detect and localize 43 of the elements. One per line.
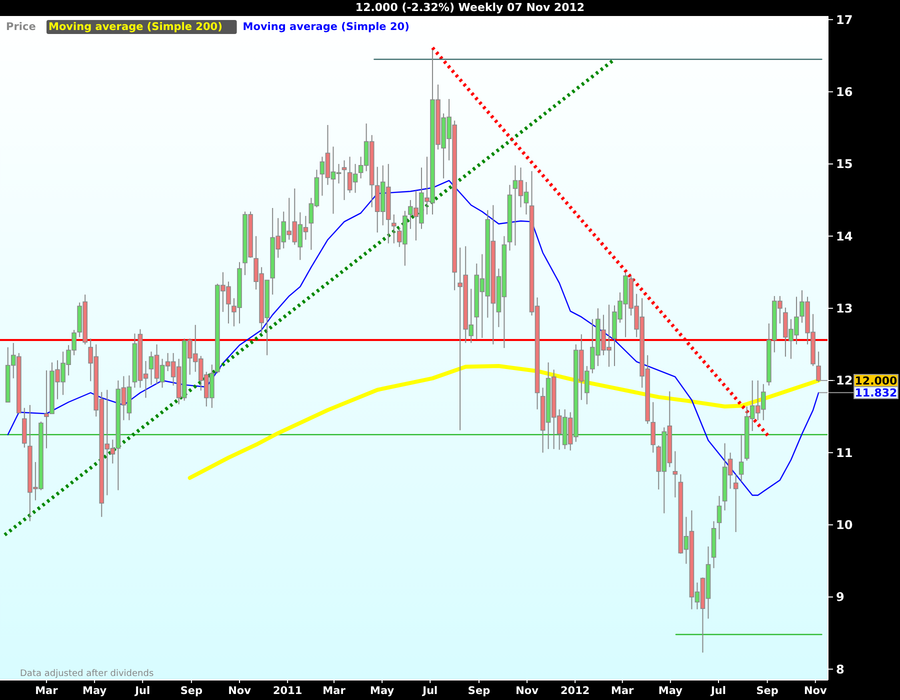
line-series bbox=[188, 364, 821, 480]
x-tick-label: Jul bbox=[422, 685, 438, 697]
y-tick-label: 14 bbox=[836, 229, 853, 244]
y-tick-label: 17 bbox=[836, 12, 853, 27]
candlestick bbox=[738, 434, 744, 482]
x-tick-label: Mar bbox=[322, 685, 346, 697]
chart-title: 12.000 (-2.32%) Weekly 07 Nov 2012 bbox=[355, 1, 585, 14]
y-tick-label: 13 bbox=[836, 302, 853, 316]
candlestick bbox=[342, 160, 347, 201]
x-tick-label: Nov bbox=[516, 685, 539, 697]
x-tick-label: Jul bbox=[710, 685, 726, 697]
annotation: 11.832 bbox=[854, 386, 898, 400]
y-tick-label: 11 bbox=[836, 446, 853, 460]
x-tick-label: May bbox=[658, 685, 683, 697]
candlestick bbox=[672, 450, 678, 498]
y-tick-label: 10 bbox=[836, 518, 853, 532]
x-tick-label: Sep bbox=[180, 685, 204, 697]
x-tick-label: Nov bbox=[228, 685, 252, 697]
x-tick-label: May bbox=[370, 685, 394, 697]
y-tick-label: 9 bbox=[836, 590, 844, 604]
candlestick bbox=[650, 402, 656, 454]
text: Moving average (Simple 20) bbox=[242, 21, 410, 33]
x-tick-label: Sep bbox=[468, 685, 491, 697]
x-tick-label: Mar bbox=[611, 685, 635, 697]
candlestick bbox=[733, 474, 738, 533]
x-tick-label: 2012 bbox=[560, 685, 590, 697]
candlestick bbox=[716, 495, 722, 540]
text: Price bbox=[6, 21, 36, 33]
text: Moving average (Simple 200) bbox=[48, 21, 222, 33]
annotation: Data adjusted after dividends bbox=[20, 669, 154, 679]
y-tick-label: 16 bbox=[836, 84, 853, 99]
annotation: 12.000 bbox=[854, 374, 898, 388]
y-tick-label: 8 bbox=[836, 662, 844, 676]
x-tick-label: Mar bbox=[35, 685, 59, 697]
candlestick bbox=[816, 351, 821, 382]
y-tick-label: 15 bbox=[836, 157, 853, 172]
line-series bbox=[7, 180, 820, 496]
x-tick-label: Jul bbox=[134, 685, 150, 697]
x-tick-label: Sep bbox=[756, 685, 779, 697]
candlestick bbox=[392, 214, 396, 244]
x-tick-label: 2011 bbox=[272, 685, 302, 697]
x-tick-label: May bbox=[82, 685, 107, 697]
x-tick-label: Nov bbox=[804, 685, 827, 697]
